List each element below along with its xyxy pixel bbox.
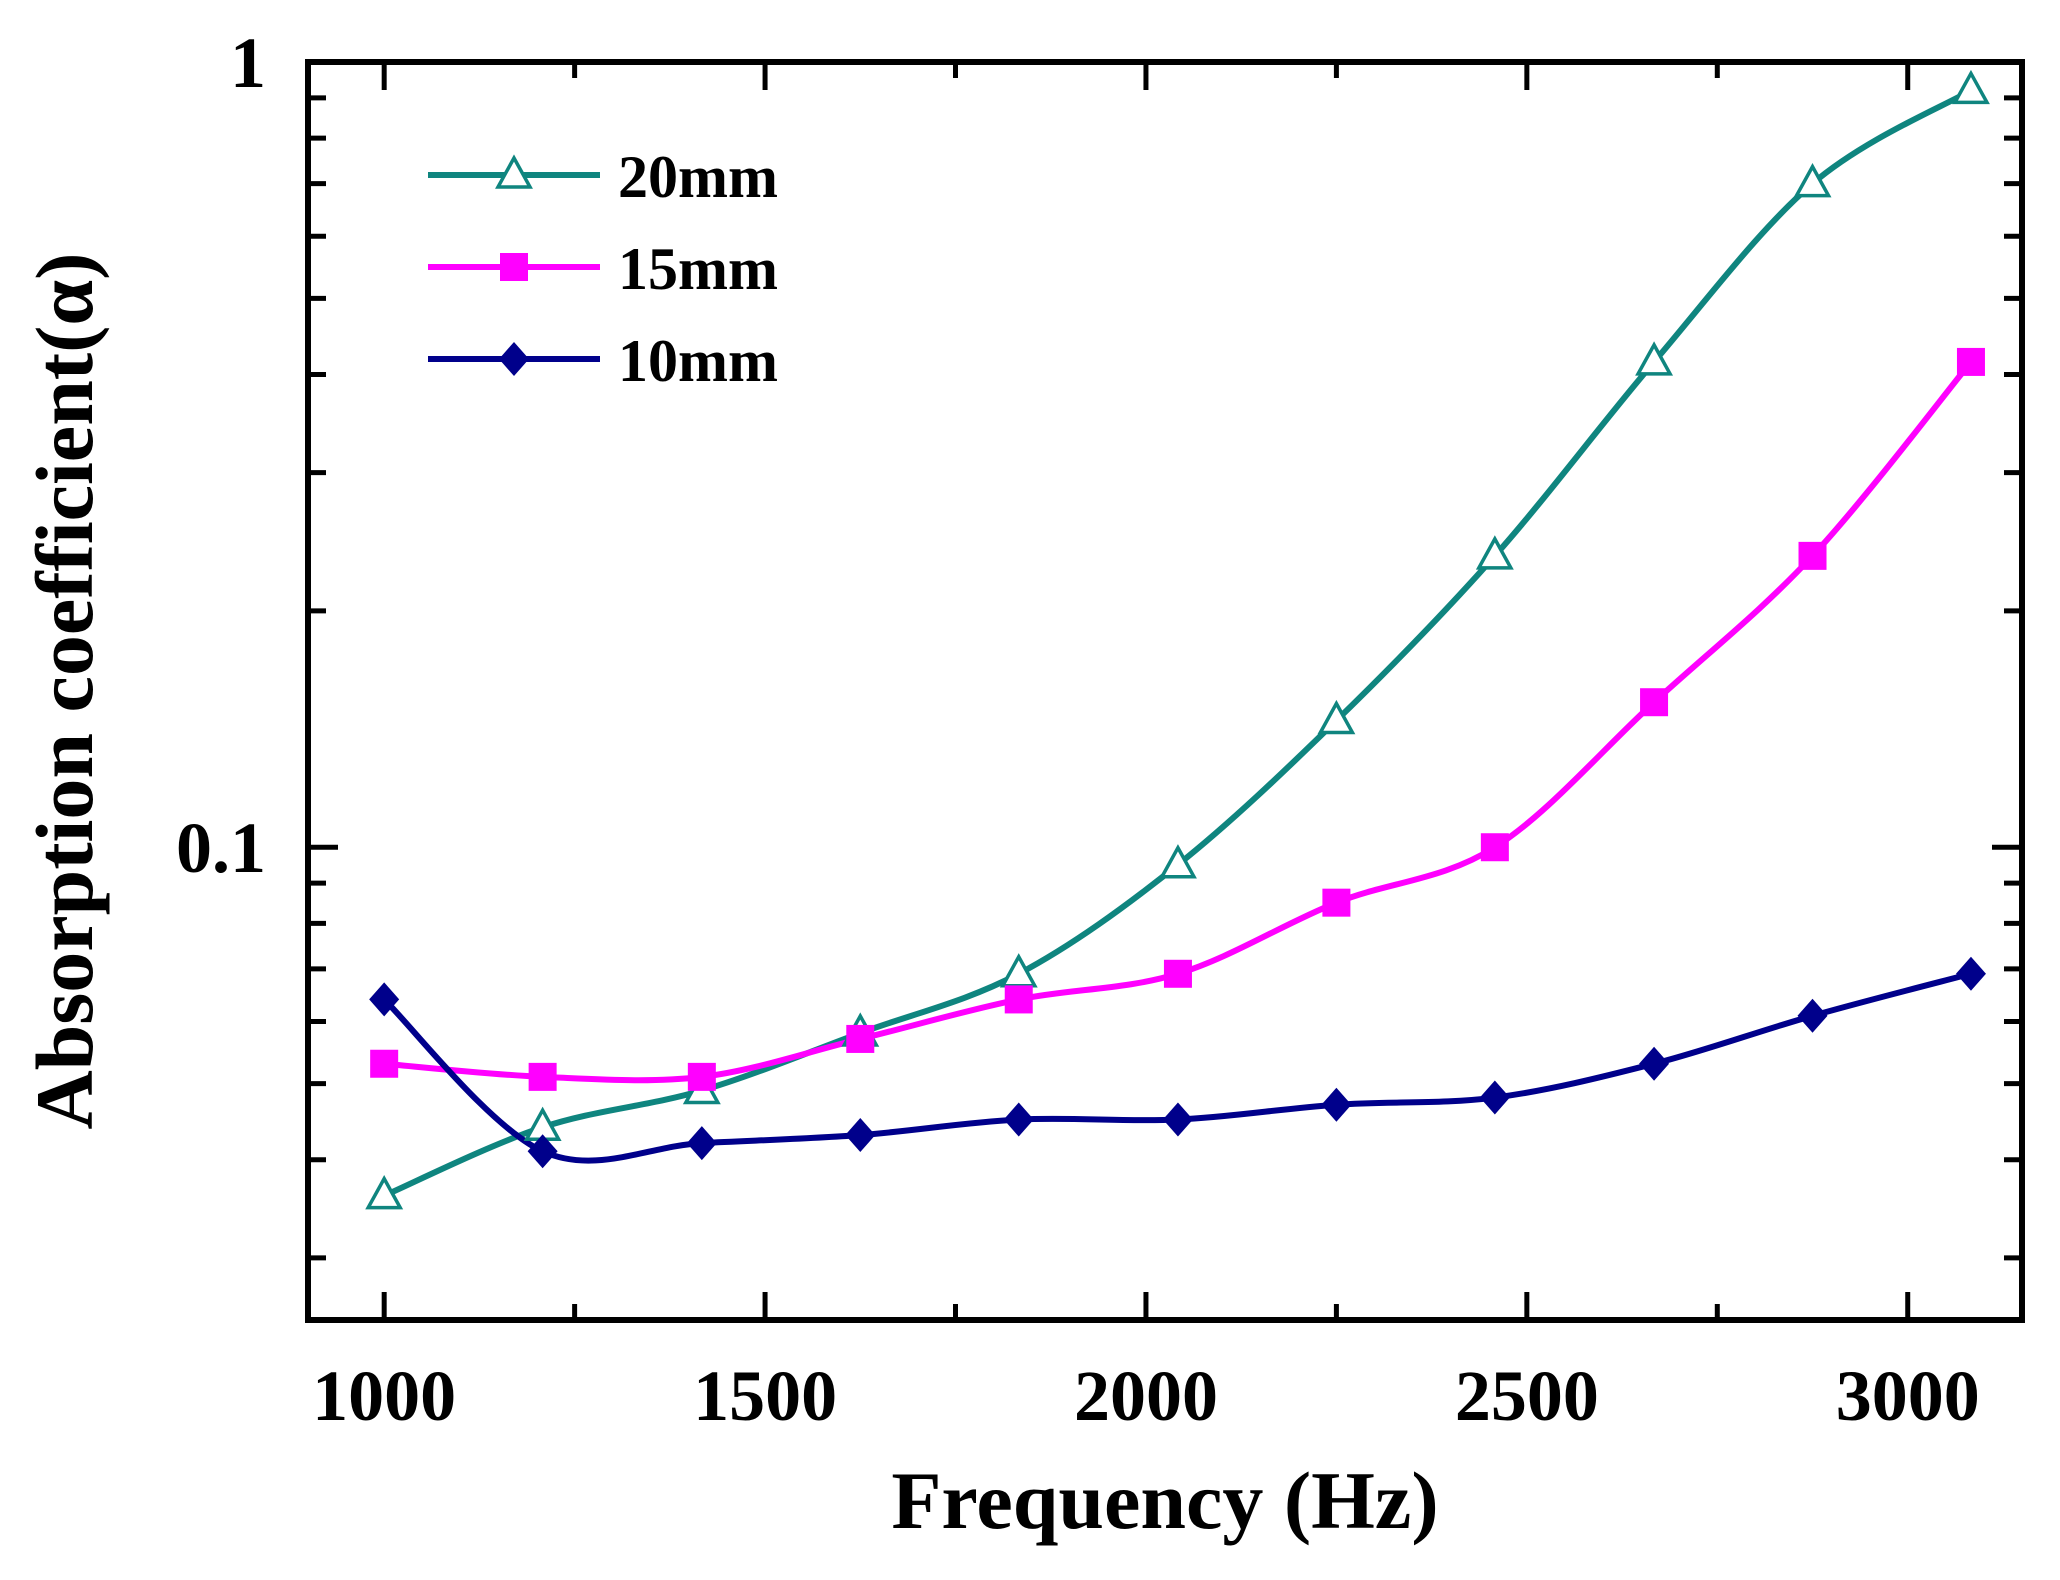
data-point-15mm: [1640, 688, 1669, 717]
legend-marker-15mm: [500, 253, 528, 281]
data-point-10mm: [1479, 1080, 1510, 1115]
data-point-15mm: [528, 1062, 557, 1091]
data-point-15mm: [1798, 541, 1827, 570]
legend-marker-20mm: [495, 154, 533, 189]
x-tick-label: 1500: [693, 1356, 837, 1436]
series-line-15mm: [383, 360, 1974, 1084]
data-point-15mm: [1956, 347, 1985, 376]
legend-marker-10mm: [499, 342, 529, 376]
data-point-15mm: [370, 1049, 399, 1078]
data-point-20mm: [999, 953, 1038, 988]
series-line-20mm: [382, 87, 1973, 1199]
axis-ticks: [308, 59, 2022, 1320]
data-point-10mm: [845, 1118, 876, 1153]
legend-label-10mm: 10mm: [618, 328, 778, 394]
legend-label-15mm: 15mm: [618, 236, 778, 302]
data-point-20mm: [1475, 535, 1514, 570]
data-point-10mm: [369, 982, 400, 1017]
y-tick-label: 0.1: [176, 808, 266, 888]
x-tick-label: 1000: [312, 1356, 456, 1436]
data-point-20mm: [1793, 163, 1832, 198]
legend: 20mm 15mm 10mm: [428, 144, 778, 394]
data-point-10mm: [1639, 1046, 1670, 1081]
data-point-20mm: [1317, 699, 1356, 735]
series-markers: [365, 69, 1990, 1210]
data-point-10mm: [1321, 1087, 1352, 1122]
data-point-10mm: [1955, 956, 1986, 991]
data-point-15mm: [1480, 833, 1509, 862]
plot-frame: [305, 59, 2025, 1323]
data-point-20mm: [1635, 341, 1674, 376]
data-point-20mm: [1951, 69, 1990, 105]
data-point-10mm: [1003, 1102, 1034, 1137]
data-point-20mm: [1158, 844, 1197, 879]
legend-label-20mm: 20mm: [618, 144, 778, 210]
tick-labels: 1000 1500 2000 2500 3000 1 0.1: [176, 23, 1980, 1436]
x-tick-label: 2500: [1455, 1356, 1599, 1436]
data-point-10mm: [686, 1126, 717, 1161]
data-point-20mm: [365, 1175, 404, 1210]
x-tick-label: 3000: [1836, 1356, 1980, 1436]
data-point-15mm: [1322, 888, 1351, 917]
data-point-15mm: [1004, 985, 1033, 1014]
x-axis-title: Frequency (Hz): [891, 1455, 1438, 1546]
data-point-10mm: [527, 1134, 558, 1169]
y-tick-label: 1: [230, 23, 266, 103]
y-axis-title: Absorption coefficient(α): [19, 253, 110, 1130]
x-tick-label: 2000: [1074, 1356, 1218, 1436]
data-point-10mm: [1162, 1102, 1193, 1137]
data-point-10mm: [1797, 998, 1828, 1033]
data-point-15mm: [1163, 959, 1192, 988]
data-point-15mm: [687, 1062, 716, 1091]
data-point-15mm: [846, 1024, 875, 1053]
